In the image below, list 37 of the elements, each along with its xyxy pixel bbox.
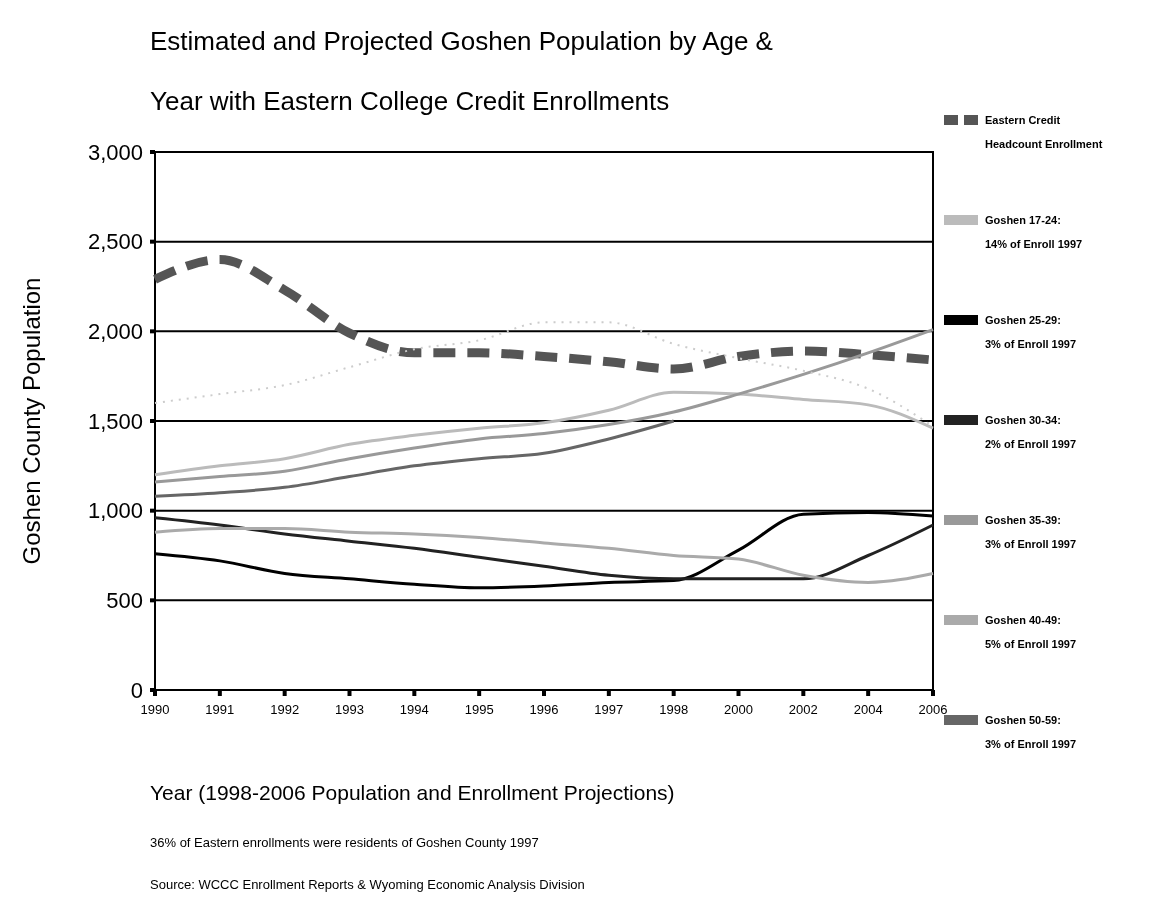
legend-label: Goshen 17-24: 14% of Enroll 1997	[985, 214, 1083, 250]
legend-label: Goshen 35-39: 3% of Enroll 1997	[985, 514, 1077, 550]
line-series	[153, 527, 935, 584]
x-tick-label: 1993	[335, 702, 364, 717]
legend-label: Goshen 40-49: 5% of Enroll 1997	[985, 614, 1077, 650]
x-tick-label: 2002	[788, 702, 818, 717]
y-tick-label: 500	[106, 588, 143, 614]
x-tick-label: 1990	[140, 702, 170, 717]
y-tick-label: 0	[130, 677, 143, 703]
line-series	[153, 390, 935, 477]
x-axis-title: Year (1998-2006 Population and Enrollment Projections)	[150, 781, 675, 804]
x-tick-label: 1992	[270, 702, 300, 717]
line-series	[153, 328, 935, 484]
y-tick-label: 2,500	[87, 229, 143, 255]
text: 36% of Eastern enrollments were residents of Goshen County 1997	[150, 835, 539, 850]
x-tick-label: 1995	[464, 702, 494, 717]
y-tick-label: 2,000	[87, 319, 143, 345]
x-tick-label: 1998	[659, 702, 689, 717]
source-note: Source: WCCC Enrollment Reports & Wyoming Economic Analysis Division	[150, 877, 585, 892]
legend-label: Goshen 25-29: 3% of Enroll 1997	[985, 314, 1077, 350]
y-tick-label: 1,500	[87, 408, 143, 434]
legend-label: Goshen 50-59: 3% of Enroll 1997	[985, 714, 1077, 750]
line-series	[153, 516, 935, 581]
y-axis-title: Goshen County Population	[18, 277, 45, 565]
chart-title: Estimated and Projected Goshen Population by Age & Year with Eastern College Credit Enrollments	[150, 26, 773, 116]
x-tick-label: 2004	[853, 702, 883, 717]
y-tick-label: 3,000	[87, 139, 143, 165]
x-tick-label: 1991	[205, 702, 235, 717]
x-tick-label: 2000	[724, 702, 753, 717]
legend-label: Goshen 30-34: 2% of Enroll 1997	[985, 414, 1077, 450]
x-tick-label: 1994	[399, 702, 429, 717]
y-tick-label: 1,000	[87, 498, 143, 524]
x-tick-label: 2006	[918, 702, 948, 717]
legend-label: Eastern Credit Headcount Enrollment	[985, 114, 1103, 150]
x-tick-label: 1996	[529, 702, 559, 717]
line-series	[153, 419, 676, 498]
x-tick-label: 1997	[594, 702, 624, 717]
